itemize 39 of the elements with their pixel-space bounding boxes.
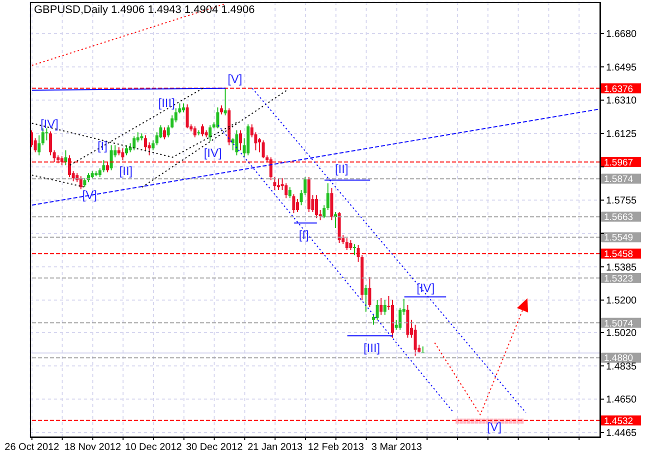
y-tick-label: 1.6125: [606, 129, 638, 140]
ref-line-label: 1.5663: [604, 212, 634, 224]
annotation: [I]: [298, 228, 309, 242]
annotation: [IV]: [204, 146, 222, 160]
y-tick-label: 1.4835: [606, 361, 638, 372]
annotation: [V]: [82, 188, 97, 202]
y-tick-label: 1.5020: [606, 328, 638, 340]
y-tick-label: 1.6495: [606, 62, 638, 74]
ref-line-label: 1.6376: [604, 84, 634, 95]
ref-line-label: 1.5323: [604, 273, 634, 284]
y-tick-label: 1.4650: [606, 394, 638, 406]
x-tick-label: 18 Nov 2012: [64, 442, 122, 450]
ref-line-label: 1.5874: [604, 174, 634, 186]
annotation: [III]: [158, 96, 175, 110]
ref-line-label: 1.5074: [604, 318, 634, 330]
annotation: [IV]: [40, 117, 58, 131]
x-tick-label: 30 Dec 2012: [186, 442, 244, 450]
ref-line-label: 1.4532: [604, 416, 634, 427]
ref-line-label: 1.5549: [604, 232, 634, 244]
annotation: [V]: [486, 420, 502, 434]
y-tick-label: 1.5755: [606, 196, 638, 207]
ref-line-label: 1.5967: [604, 157, 634, 168]
y-tick-label: 1.4465: [606, 428, 638, 440]
annotation: [I]: [97, 139, 108, 153]
ref-line-label: 1.5458: [604, 249, 634, 260]
annotation: [II]: [334, 162, 348, 176]
x-tick-label: 3 Mar 2013: [371, 442, 422, 450]
y-tick-label: 1.6680: [606, 29, 638, 40]
x-tick-label: 12 Feb 2013: [308, 442, 364, 450]
y-tick-label: 1.5385: [606, 262, 638, 274]
annotation: [II]: [119, 164, 133, 178]
annotation: [IV]: [416, 281, 435, 295]
x-tick-label: 26 Oct 2012: [4, 442, 60, 450]
y-tick-label: 1.5200: [606, 296, 638, 307]
annotation: [V]: [228, 72, 242, 86]
x-tick-label: 21 Jan 2013: [248, 442, 304, 450]
annotation: [III]: [363, 341, 380, 355]
y-tick-label: 1.6310: [606, 96, 638, 107]
x-tick-label: 10 Dec 2012: [125, 442, 182, 450]
